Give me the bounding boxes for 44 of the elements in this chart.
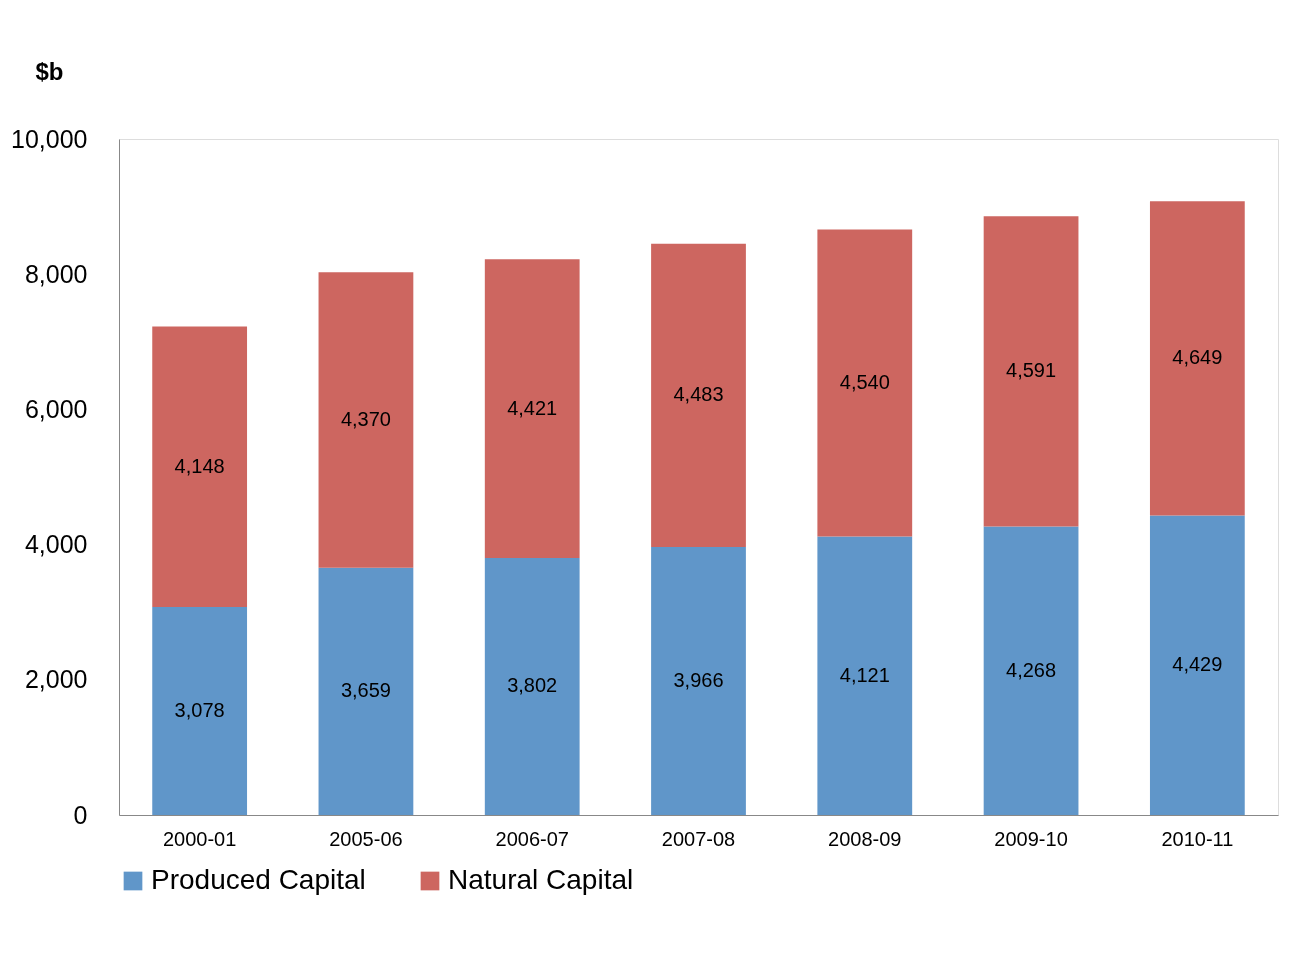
x-tick-label: 2006-07 bbox=[495, 827, 569, 850]
y-tick-label: 0 bbox=[73, 800, 88, 829]
y-tick-label: 2,000 bbox=[24, 665, 88, 694]
data-label: 3,802 bbox=[507, 674, 558, 697]
data-label: 4,370 bbox=[340, 407, 391, 430]
bar bbox=[484, 557, 580, 815]
bar bbox=[318, 272, 414, 568]
x-tick-label: 2005-06 bbox=[329, 827, 403, 850]
x-tick-label: 2008-09 bbox=[828, 827, 902, 850]
y-tick-label: 4,000 bbox=[24, 530, 88, 559]
x-tick-label: 2007-08 bbox=[661, 827, 736, 850]
data-label: 4,540 bbox=[839, 370, 890, 393]
x-tick-label: 2000-01 bbox=[162, 827, 237, 850]
y-tick-label: 10,000 bbox=[11, 124, 88, 153]
data-label: 3,078 bbox=[174, 698, 225, 721]
data-label: 4,121 bbox=[839, 663, 890, 686]
bar bbox=[1149, 515, 1245, 815]
x-tick-label: 2009-10 bbox=[994, 827, 1068, 850]
y-axis-title: $b bbox=[35, 57, 64, 85]
data-label: 4,268 bbox=[1006, 658, 1057, 681]
legend-label: Natural Capital bbox=[448, 864, 634, 895]
legend-label: Produced Capital bbox=[151, 864, 366, 895]
data-label: 3,966 bbox=[673, 668, 724, 691]
bar bbox=[983, 526, 1079, 815]
data-label: 4,649 bbox=[1172, 346, 1223, 369]
bar bbox=[484, 259, 580, 558]
data-label: 4,148 bbox=[174, 454, 225, 477]
bar bbox=[817, 229, 913, 537]
bar bbox=[983, 216, 1079, 527]
data-label: 4,429 bbox=[1172, 653, 1223, 676]
bar bbox=[651, 243, 746, 547]
bar bbox=[152, 606, 248, 815]
data-label: 3,659 bbox=[340, 679, 391, 702]
bar bbox=[1149, 201, 1245, 516]
bar bbox=[651, 546, 746, 815]
data-label: 4,483 bbox=[673, 383, 724, 406]
data-label: 4,591 bbox=[1006, 359, 1057, 382]
bar bbox=[152, 326, 248, 607]
data-label: 4,421 bbox=[507, 396, 558, 419]
x-tick-label: 2010-11 bbox=[1161, 827, 1234, 850]
y-tick-label: 8,000 bbox=[24, 259, 88, 288]
bar bbox=[318, 567, 414, 815]
bar bbox=[817, 536, 913, 815]
y-tick-label: 6,000 bbox=[24, 394, 88, 423]
